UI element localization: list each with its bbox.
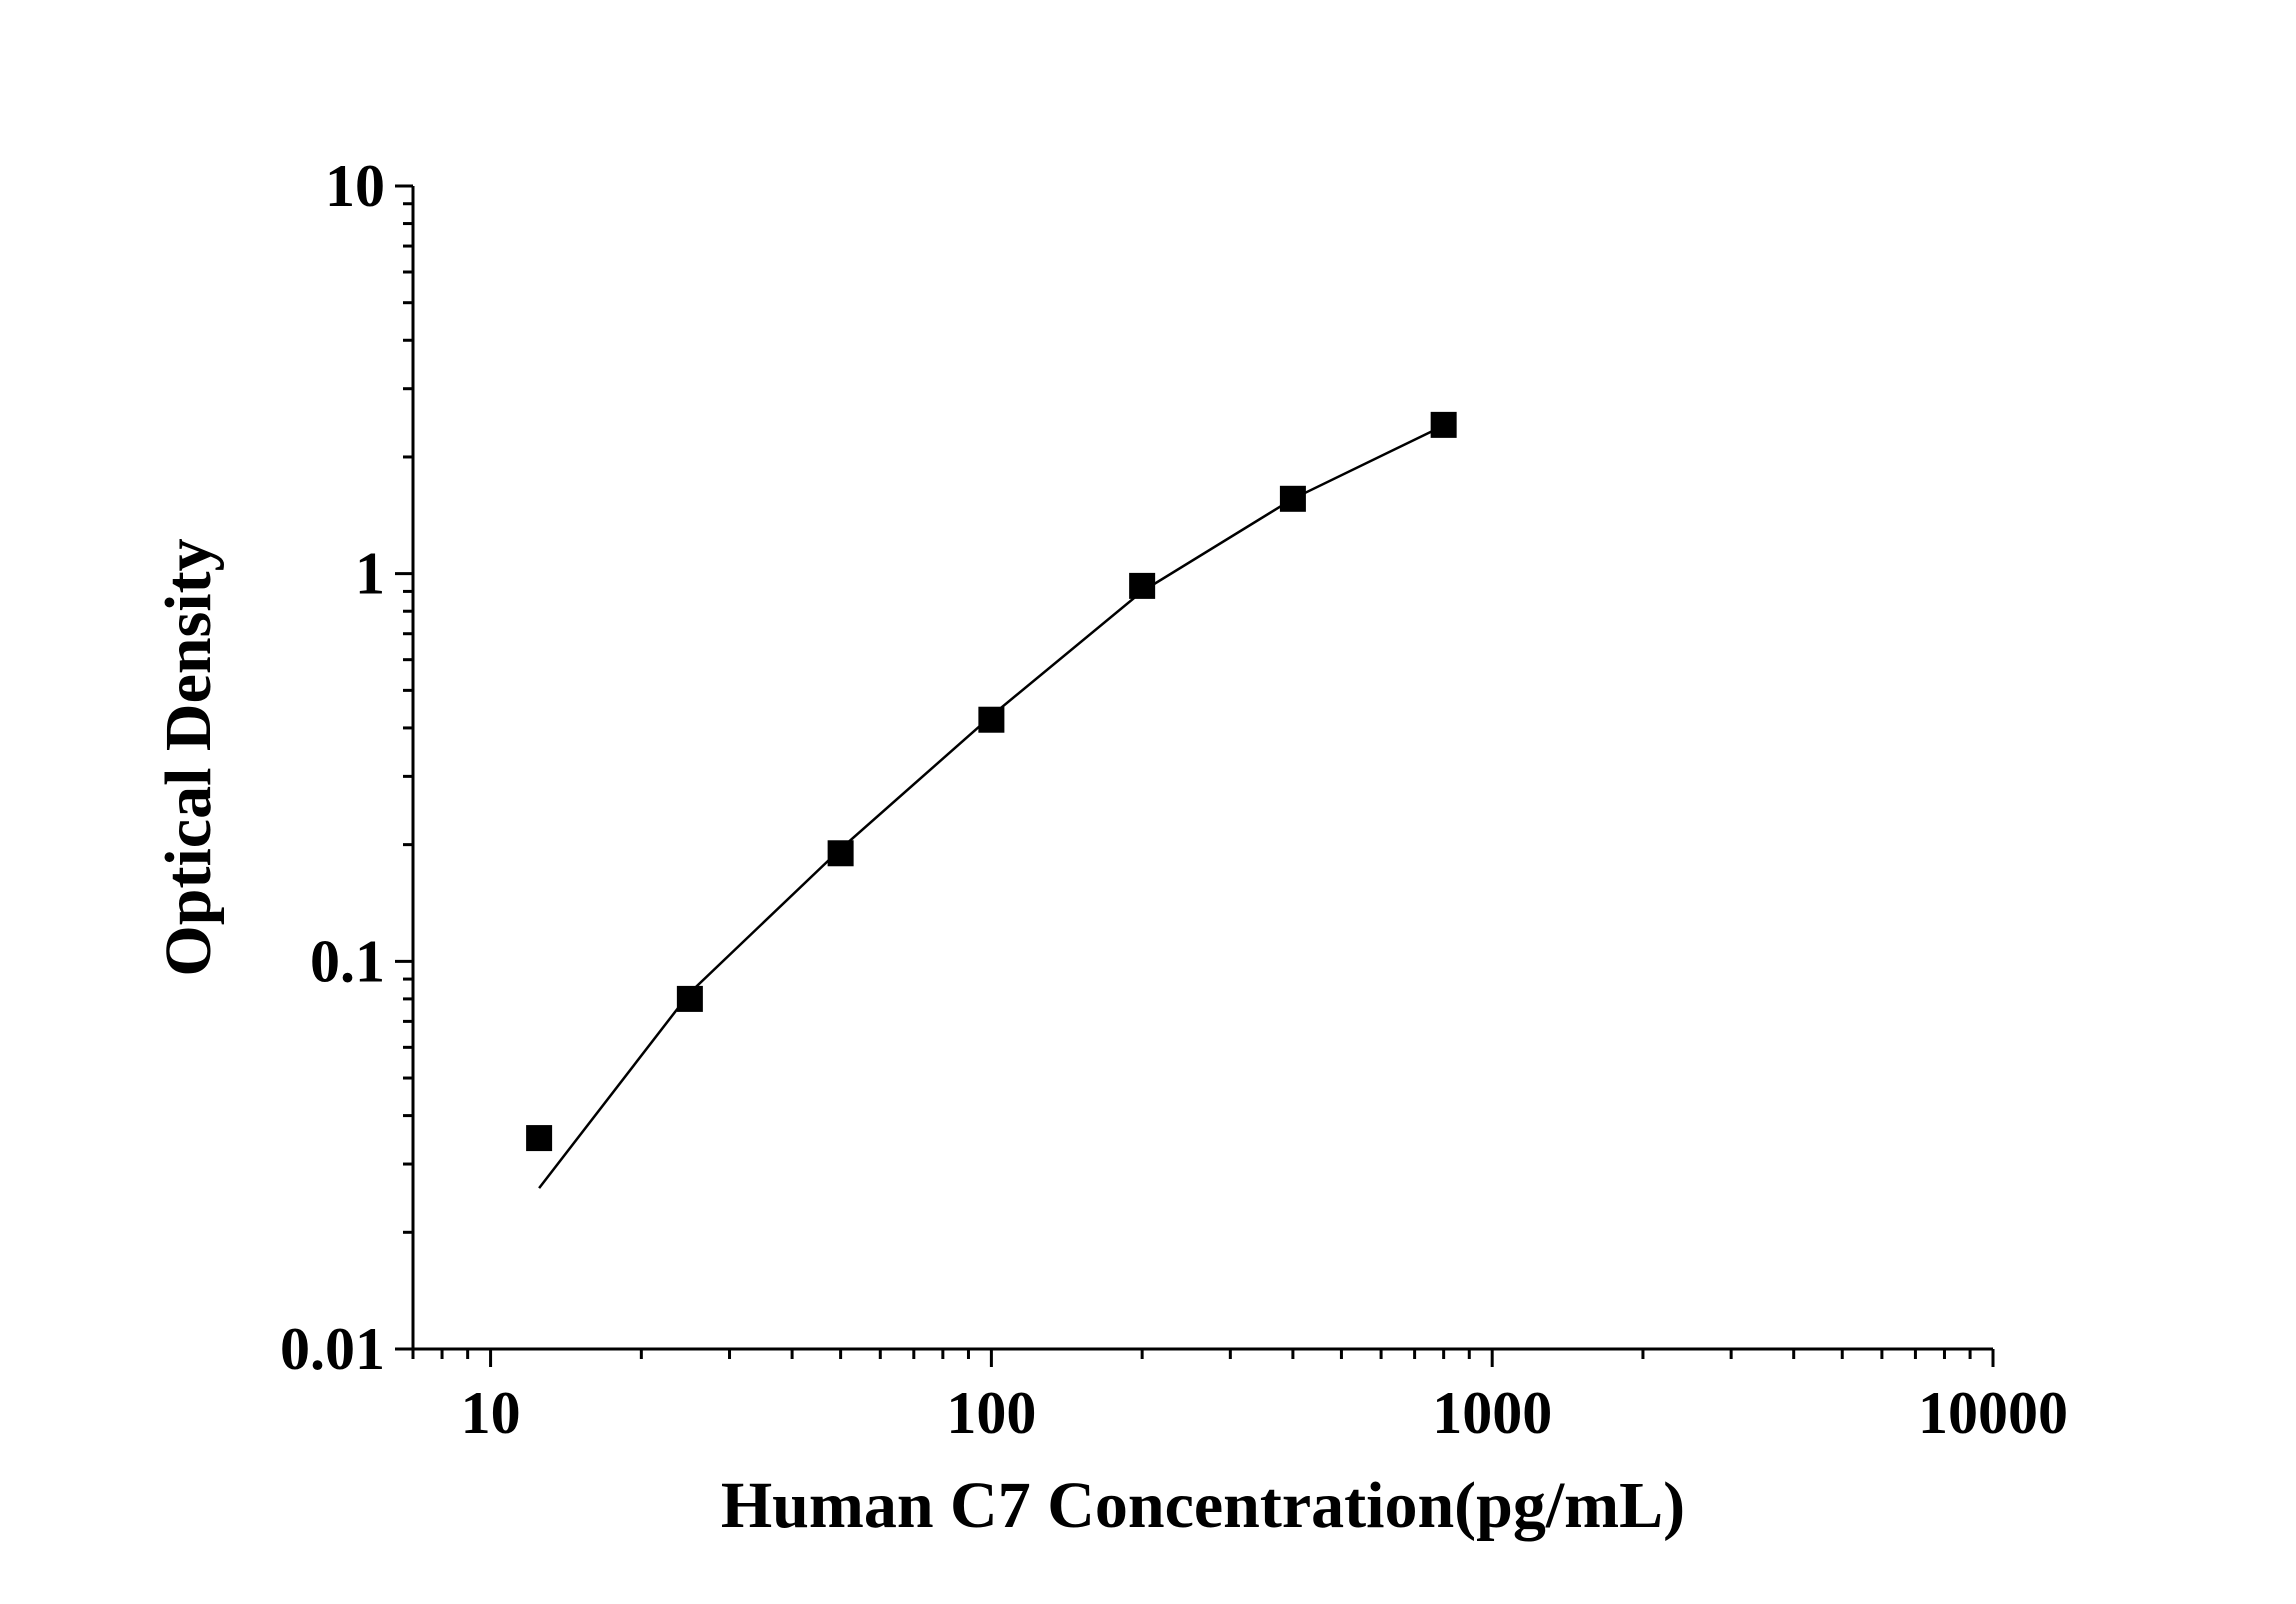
x-tick-label: 1000	[1432, 1380, 1552, 1446]
data-point	[676, 985, 703, 1012]
y-tick-label: 1	[355, 541, 385, 607]
data-point	[978, 706, 1005, 733]
y-tick-label: 0.1	[310, 928, 385, 994]
data-point	[526, 1125, 553, 1152]
data-point	[827, 840, 854, 867]
x-axis-ticks: 10 100 1000 10000	[411, 1349, 2068, 1446]
data-point	[1279, 485, 1306, 512]
x-tick-label: 100	[946, 1380, 1036, 1446]
data-point	[1430, 411, 1457, 438]
data-point	[1129, 572, 1156, 599]
fit-curve	[538, 424, 1445, 1189]
y-tick-label: 0.01	[280, 1316, 385, 1382]
x-tick-label: 10	[461, 1380, 521, 1446]
x-tick-label: 10000	[1918, 1380, 2068, 1446]
y-axis-ticks: 0.01 0.1 1 10	[280, 153, 413, 1382]
data-points	[526, 411, 1457, 1152]
y-axis-title: Optical Density	[152, 538, 225, 976]
y-tick-label: 10	[325, 153, 385, 219]
x-axis-title: Human C7 Concentration(pg/mL)	[721, 1469, 1685, 1542]
